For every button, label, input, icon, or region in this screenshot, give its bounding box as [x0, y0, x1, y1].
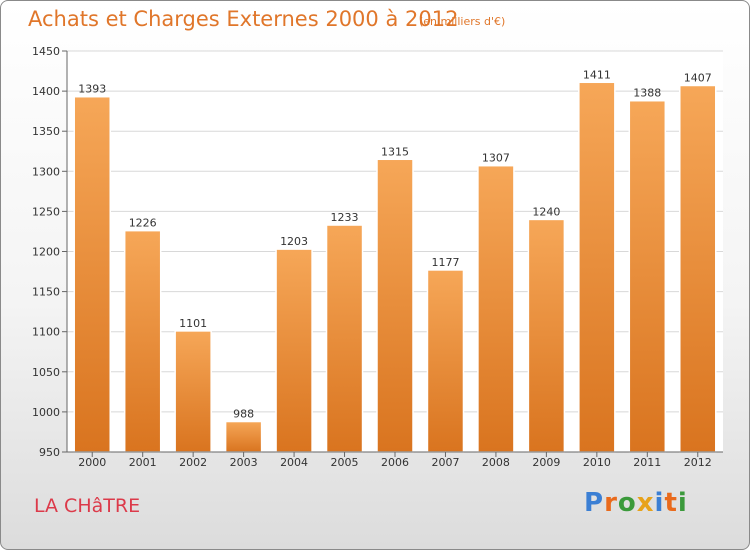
bar-2002 [174, 330, 212, 453]
x-tick-label: 2008 [482, 456, 510, 469]
logo-letter: i [654, 488, 665, 518]
y-tick-label: 1200 [32, 246, 60, 259]
bar-2008 [477, 164, 515, 453]
y-tick-label: 1350 [32, 125, 60, 138]
x-tick-label: 2009 [532, 456, 560, 469]
bar-2010 [578, 81, 616, 453]
data-label-2012: 1407 [684, 71, 712, 84]
data-label-2004: 1203 [280, 235, 308, 248]
logo-letter: r [604, 488, 618, 518]
data-label-2006: 1315 [381, 145, 409, 158]
data-label-2005: 1233 [331, 211, 359, 224]
y-tick-label: 1300 [32, 165, 60, 178]
x-tick-label: 2006 [381, 456, 409, 469]
y-tick-label: 1050 [32, 366, 60, 379]
commune-name: LA CHâTRE [34, 495, 141, 517]
x-tick-label: 2011 [633, 456, 661, 469]
x-tick-label: 2003 [230, 456, 258, 469]
data-label-2010: 1411 [583, 68, 611, 81]
chart-subtitle: (en milliers d'€) [419, 15, 506, 28]
logo-letter: t [664, 488, 678, 518]
y-tick-label: 1000 [32, 406, 60, 419]
data-label-2011: 1388 [633, 87, 661, 100]
bar-2004 [275, 248, 313, 453]
x-tick-label: 2012 [684, 456, 712, 469]
y-tick-label: 950 [39, 446, 60, 459]
x-tick-label: 2001 [129, 456, 157, 469]
y-tick-label: 1450 [32, 45, 60, 58]
data-label-2007: 1177 [431, 256, 459, 269]
y-tick-label: 1400 [32, 85, 60, 98]
y-tick-label: 1150 [32, 286, 60, 299]
data-label-2002: 1101 [179, 317, 207, 330]
x-tick-label: 2004 [280, 456, 308, 469]
data-label-2008: 1307 [482, 152, 510, 165]
data-label-2001: 1226 [129, 217, 157, 230]
bar-2000 [73, 95, 111, 453]
data-label-2003: 988 [233, 408, 254, 421]
logo-letter: i [677, 488, 688, 518]
chart-title: Achats et Charges Externes 2000 à 2012 [28, 7, 459, 31]
y-tick-label: 1250 [32, 205, 60, 218]
proxiti-logo: Proxiti [584, 488, 688, 518]
bar-2003 [224, 420, 263, 453]
logo-letter: o [617, 488, 637, 518]
bar-2006 [376, 158, 414, 453]
bar-2011 [628, 99, 667, 453]
bar-2005 [325, 224, 364, 453]
y-tick-label: 1100 [32, 326, 60, 339]
bar-2009 [527, 218, 566, 453]
bar-2001 [123, 229, 162, 453]
x-tick-label: 2005 [331, 456, 359, 469]
data-label-2000: 1393 [78, 83, 106, 96]
bar-2007 [426, 269, 465, 453]
x-tick-label: 2007 [431, 456, 459, 469]
x-tick-label: 2010 [583, 456, 611, 469]
logo-letter: P [584, 488, 605, 518]
x-tick-label: 2000 [78, 456, 106, 469]
data-label-2009: 1240 [532, 205, 560, 218]
logo-letter: x [636, 488, 655, 518]
x-tick-label: 2002 [179, 456, 207, 469]
bar-2012 [679, 84, 717, 453]
